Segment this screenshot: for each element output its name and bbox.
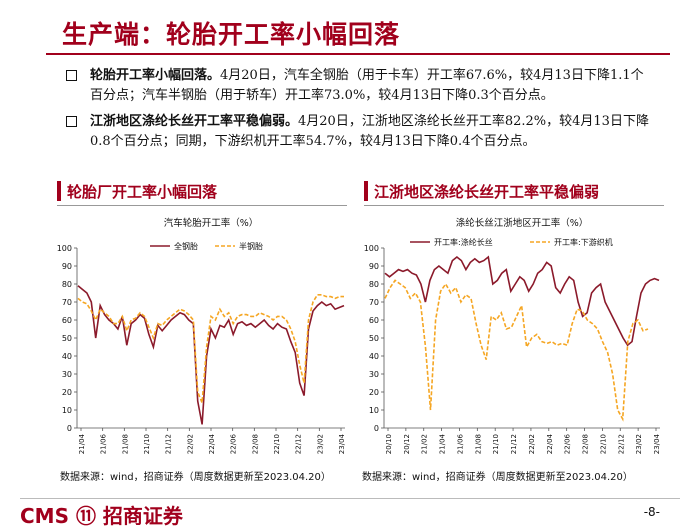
y-tick-label: 70 [369,298,379,307]
y-tick-label: 100 [364,244,379,253]
x-tick-label: 22/12 [617,434,625,454]
y-tick-label: 100 [57,244,72,253]
legend-label: 全钢胎 [174,241,198,251]
y-tick-label: 30 [62,370,72,379]
right-title-rule [364,205,664,206]
y-tick-label: 10 [62,406,72,415]
y-tick-label: 50 [369,334,379,343]
x-tick-label: 22/06 [230,433,238,454]
x-tick-label: 22/10 [599,434,607,454]
y-tick-label: 10 [369,406,379,415]
series-line-1 [385,257,659,345]
tire-utilization-chart: 汽车轮胎开工率（%） 0 10 20 30 40 50 60 70 80 90 100 21/04 21/… [55,210,350,465]
legend-label: 半钢胎 [239,241,263,251]
x-tick-label: 21/10 [492,434,500,454]
page-number: -8- [644,505,660,519]
chart-title-mark [364,181,368,201]
page-title: 生产端：轮胎开工率小幅回落 [62,15,400,51]
y-tick-label: 50 [62,334,72,343]
title-divider [46,53,670,55]
right-section-title: 江浙地区涤纶长丝开工率平稳偏弱 [374,181,599,202]
x-tick-label: 22/04 [208,433,216,454]
x-tick-label: 21/04 [439,433,447,454]
x-tick-label: 22/08 [251,434,259,454]
x-tick-label: 22/06 [564,433,572,454]
x-tick-label: 22/02 [186,434,194,454]
legend-label: 开工率:下游织机 [554,237,613,247]
x-tick-label: 23/04 [653,433,661,454]
x-tick-label: 21/06 [100,433,108,454]
x-tick-label: 21/04 [78,433,86,454]
right-source-note: 数据来源：wind，招商证券（周度数据更新至2023.04.20） [362,468,633,483]
x-tick-label: 20/12 [403,434,411,454]
bullet-box-icon [66,70,77,81]
series-line-1 [78,286,344,425]
x-tick-label: 22/04 [546,433,554,454]
y-tick-label: 70 [62,298,72,307]
bullet-polyester: 江浙地区涤纶长丝开工率平稳偏弱。4月20日，江浙地区涤纶长丝开工率82.2%，较… [66,112,656,152]
x-tick-label: 23/02 [635,434,643,454]
y-tick-label: 40 [62,352,72,361]
y-tick-label: 80 [62,280,72,289]
bullet-head: 轮胎开工率小幅回落。 [90,68,220,83]
left-title-rule [57,205,347,206]
y-tick-label: 80 [369,280,379,289]
y-tick-label: 60 [369,316,379,325]
x-tick-label: 22/10 [273,434,281,454]
x-tick-label: 21/08 [474,434,482,454]
x-tick-label: 21/12 [510,434,518,454]
y-tick-label: 30 [369,370,379,379]
x-tick-label: 23/04 [338,433,346,454]
y-tick-label: 20 [62,388,72,397]
bullet-head: 江浙地区涤纶长丝开工率平稳偏弱。 [90,114,298,129]
x-tick-label: 21/02 [421,434,429,454]
x-tick-label: 22/08 [582,434,590,454]
bullet-tire: 轮胎开工率小幅回落。4月20日，汽车全钢胎（用于卡车）开工率67.6%，较4月1… [66,66,656,106]
x-tick-label: 21/10 [143,434,151,454]
polyester-utilization-chart: 涤纶长丝江浙地区开工率（%） 0 10 20 30 40 50 60 70 80 90 100 20/1… [360,210,665,465]
chart-title-mark [57,181,61,201]
x-tick-label: 21/12 [165,434,173,454]
y-tick-label: 0 [67,424,72,433]
legend-label: 开工率:涤纶长丝 [434,237,493,247]
x-tick-label: 23/02 [316,434,324,454]
y-tick-label: 90 [62,262,72,271]
footer-divider [20,498,680,499]
y-tick-label: 20 [369,388,379,397]
x-tick-label: 21/08 [121,434,129,454]
bullet-box-icon [66,116,77,127]
chart-title: 汽车轮胎开工率（%） [164,217,259,229]
y-tick-label: 40 [369,352,379,361]
x-tick-label: 22/02 [528,434,536,454]
y-tick-label: 90 [369,262,379,271]
left-section-title: 轮胎厂开工率小幅回落 [67,181,217,202]
y-tick-label: 60 [62,316,72,325]
x-tick-label: 21/06 [456,433,464,454]
left-source-note: 数据来源：wind，招商证券（周度数据更新至2023.04.20） [60,468,331,483]
chart-title: 涤纶长丝江浙地区开工率（%） [456,217,589,229]
x-tick-label: 20/10 [385,434,393,454]
x-tick-label: 22/12 [295,434,303,454]
y-tick-label: 0 [374,424,379,433]
